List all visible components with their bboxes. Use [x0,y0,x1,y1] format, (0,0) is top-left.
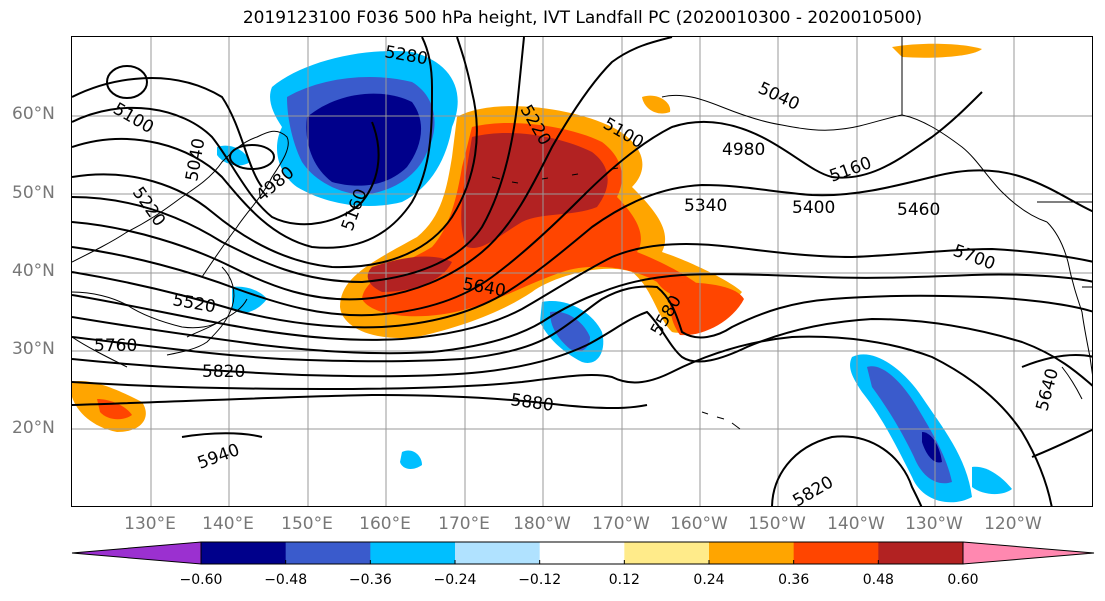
negative-anomaly-east-max [922,432,942,463]
colorbar-tick-label: 0.48 [862,572,894,588]
colorbar-segment [539,542,625,564]
lat-label-30n: 30°N [12,339,55,359]
colorbar-extend-high [962,541,1095,565]
lon-label-170e: 170°E [438,514,490,534]
colorbar-tick-label: −0.12 [518,572,562,588]
colorbar-segment [709,542,795,564]
lat-label-20n: 20°N [12,418,55,438]
contour-label: 5220 [128,183,169,230]
colorbar-segments [71,541,1095,565]
contour-label: 5460 [897,200,940,220]
contour-label: 5940 [195,440,242,474]
contour-label: 4980 [722,140,765,160]
colorbar-tick-label: 0.24 [693,572,725,588]
positive-anomaly-alaska [892,43,982,58]
contour-label: 5640 [1033,366,1064,413]
contour-label: 5040 [182,137,209,183]
colorbar [71,541,1095,565]
contour-label: 5880 [509,390,555,416]
map-canvas: 5280 5100 5040 4980 5220 5160 5040 5100 … [72,37,1092,507]
coastlines [72,37,1092,430]
lat-label-50n: 50°N [12,183,55,203]
height-contours [72,37,1092,506]
negative-anomaly-west [232,286,267,313]
lon-label-170w: 170°W [592,514,650,534]
contour-label: 5040 [755,78,803,114]
positive-anomaly-east [669,282,744,336]
lon-label-140w: 140°W [827,514,885,534]
negative-anomaly-central-core [550,311,590,352]
positive-anomaly-ak-small [642,95,671,114]
colorbar-extend-low [71,541,202,565]
colorbar-segment [455,542,541,564]
contour-labels: 5280 5100 5040 4980 5220 5160 5040 5100 … [94,42,1064,507]
lon-label-150e: 150°E [281,514,333,534]
contour-label: 5820 [790,472,837,507]
positive-anomaly-max [461,132,608,248]
colorbar-ticks [200,560,964,564]
contour-label: 5700 [950,241,997,275]
contour-label: 5340 [684,196,727,216]
colorbar-segment [878,542,964,564]
colorbar-segment [793,542,879,564]
contour-label: 5760 [94,336,137,356]
contour-label: 5520 [171,290,217,317]
lon-label-180w: 180°W [513,514,571,534]
contour-label: 5820 [202,362,245,382]
colorbar-outline [200,541,964,565]
colorbar-tick-label: 0.60 [947,572,979,588]
lat-label-40n: 40°N [12,261,55,281]
lon-label-120w: 120°W [984,514,1042,534]
lon-label-150w: 150°W [748,514,806,534]
contour-label: 5160 [827,153,874,187]
lon-label-160e: 160°E [359,514,411,534]
colorbar-segment [201,542,287,564]
lon-label-130e: 130°E [124,514,176,534]
lon-label-130w: 130°W [905,514,963,534]
contour-label: 5100 [110,99,157,138]
colorbar-tick-label: 0.12 [608,572,640,588]
colorbar-segment [370,542,456,564]
colorbar-segment [285,542,371,564]
colorbar-tick-label: 0.36 [778,572,810,588]
negative-anomaly-nw [217,145,250,166]
map-panel: 5280 5100 5040 4980 5220 5160 5040 5100 … [71,36,1093,507]
negative-anomaly-far-east [972,466,1012,495]
colorbar-segment [624,542,710,564]
negative-anomaly-core [306,93,422,186]
negative-anomaly-south [400,450,422,469]
lon-label-140e: 140°E [202,514,254,534]
map-title: 2019123100 F036 500 hPa height, IVT Land… [242,8,923,28]
contour-label: 5400 [792,198,835,218]
lat-label-60n: 60°N [12,104,55,124]
positive-anomaly-core [362,122,707,317]
colorbar-tick-label: −0.48 [264,572,308,588]
lon-label-160w: 160°W [670,514,728,534]
colorbar-tick-label: −0.24 [433,572,477,588]
colorbar-tick-label: −0.36 [348,572,392,588]
colorbar-tick-label: −0.60 [179,572,223,588]
